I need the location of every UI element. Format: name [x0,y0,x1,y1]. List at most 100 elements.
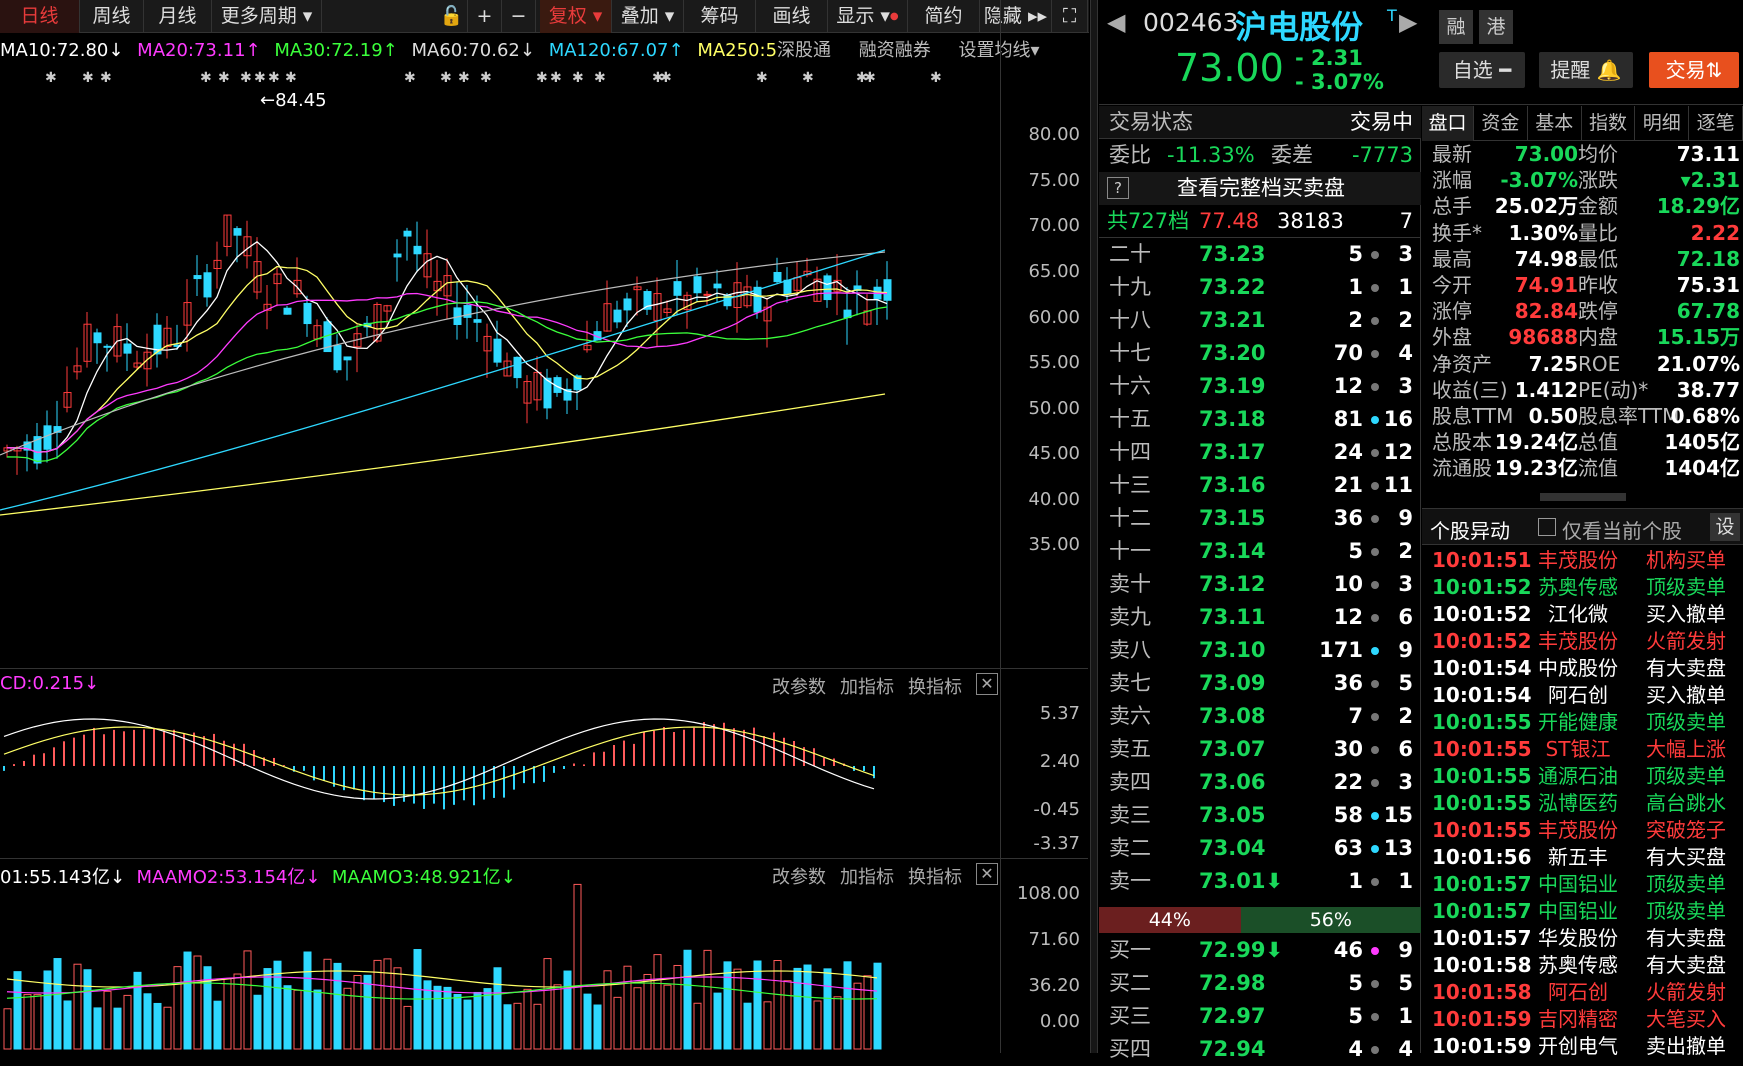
ask-row[interactable]: 卖八 73.10 171 9 [1099,634,1421,667]
scroll-handle[interactable] [1540,493,1626,501]
alert-row[interactable]: 10:01:52 江化微 买入撤单 [1422,601,1743,628]
overlay-dropdown[interactable]: 叠加 ▾ [612,0,684,33]
tab-1[interactable]: 资金 [1474,106,1528,141]
watchlist-button[interactable]: 自选 ━ [1439,52,1525,88]
hide-button[interactable]: 隐藏 ▸▸ [980,0,1052,33]
lock-icon[interactable]: 🔓 [436,0,468,33]
ask-row[interactable]: 十九 73.22 1 1 [1099,271,1421,304]
candle [633,276,642,316]
alert-row[interactable]: 10:01:57 华发股份 有大卖盘 [1422,925,1743,952]
alert-row[interactable]: 10:01:54 阿石创 买入撤单 [1422,682,1743,709]
hk-connect-link[interactable]: 深股通 [777,40,832,61]
alert-row[interactable]: 10:01:57 中国铝业 顶级卖单 [1422,871,1743,898]
ask-row[interactable]: 十四 73.17 24 12 [1099,436,1421,469]
alert-row[interactable]: 10:01:59 吉冈精密 大笔买入 [1422,1006,1743,1033]
alert-row[interactable]: 10:01:59 开创电气 卖出撤单 [1422,1033,1743,1060]
macd-change-params[interactable]: 改参数 [772,677,826,698]
alert-row[interactable]: 10:01:55 ST银江 大幅上涨 [1422,736,1743,763]
ask-row[interactable]: 卖四 73.06 22 3 [1099,766,1421,799]
alert-row[interactable]: 10:01:57 中国铝业 顶级卖单 [1422,898,1743,925]
macd-label: CD:0.215↓ [0,673,100,694]
alert-row[interactable]: 10:01:55 丰茂股份 突破笼子 [1422,817,1743,844]
alert-row[interactable]: 10:01:56 新五丰 有大买盘 [1422,844,1743,871]
tab-daily[interactable]: 日线 [0,0,80,33]
ask-row[interactable]: 十七 73.20 70 4 [1099,337,1421,370]
chips-button[interactable]: 筹码 [684,0,756,33]
ask-row[interactable]: 二十 73.23 5 3 [1099,238,1421,271]
ask-level-label: 卖七 [1109,671,1151,695]
quote-key: 量比 [1578,220,1618,245]
alert-row[interactable]: 10:01:55 通源石油 顶级卖单 [1422,763,1743,790]
draw-button[interactable]: 画线 [756,0,828,33]
zoom-in-button[interactable]: + [468,0,502,33]
ask-row[interactable]: 卖十 73.12 10 3 [1099,568,1421,601]
tab-weekly[interactable]: 周线 [80,0,144,33]
macd-switch-indicator[interactable]: 换指标 [908,677,962,698]
alert-row[interactable]: 10:01:51 丰茂股份 机构买单 [1422,547,1743,574]
ask-row[interactable]: 十三 73.16 21 11 [1099,469,1421,502]
alert-row[interactable]: 10:01:54 中成股份 有大卖盘 [1422,655,1743,682]
alert-button[interactable]: 提醒 🔔 [1539,52,1633,88]
alert-stock: 华发股份 [1538,926,1618,950]
ask-row[interactable]: 卖九 73.11 12 6 [1099,601,1421,634]
tab-4[interactable]: 明细 [1635,106,1690,141]
adjust-dropdown[interactable]: 复权 ▾ [540,0,612,33]
quote-value: 21.07% [1656,351,1740,376]
bid-row[interactable]: 买三 72.97 5 1 [1099,1000,1421,1033]
candlestick-chart[interactable]: ✱ ✱ ✱ ✱ ✱ ✱ ✱ ✱ ✱ ✱ ✱ ✱ ✱ ✱ ✱ ✱ ✱ ✱✱ ✱ ✱ ✱✱ ✱ [0,70,1000,668]
quote-value: 67.78 [1676,299,1740,324]
alerts-settings-button[interactable]: 设 [1710,513,1740,541]
vol-change-params[interactable]: 改参数 [772,867,826,888]
current-only-checkbox[interactable] [1538,518,1556,536]
bid-row[interactable]: 买四 72.94 4 4 [1099,1033,1421,1066]
tab-monthly[interactable]: 月线 [144,0,212,33]
alert-row[interactable]: 10:01:52 丰茂股份 火箭发射 [1422,628,1743,655]
alert-row[interactable]: 10:01:55 开能健康 顶级卖单 [1422,709,1743,736]
ask-row[interactable]: 卖一 73.01⬇ 1 1 [1099,865,1421,898]
tab-2[interactable]: 基本 [1528,106,1582,141]
alert-row[interactable]: 10:01:58 苏奥传感 有大卖盘 [1422,952,1743,979]
tab-5[interactable]: 逐笔 [1689,106,1743,141]
prev-stock-icon[interactable]: ◀ [1107,8,1126,36]
vol-add-indicator[interactable]: 加指标 [840,867,894,888]
ask-row[interactable]: 十八 73.21 2 2 [1099,304,1421,337]
ask-row[interactable]: 卖七 73.09 36 5 [1099,667,1421,700]
alert-row[interactable]: 10:01:55 泓博医药 高台跳水 [1422,790,1743,817]
ask-price: 73.10 [1199,638,1266,662]
bid-row[interactable]: 买二 72.98 5 5 [1099,967,1421,1000]
price-change-pct: - 3.07% [1295,70,1384,94]
ask-row[interactable]: 卖三 73.05 58 15 [1099,799,1421,832]
vol-switch-indicator[interactable]: 换指标 [908,867,962,888]
zoom-out-button[interactable]: − [502,0,536,33]
next-stock-icon[interactable]: ▶ [1399,8,1418,36]
simple-button[interactable]: 简约 [908,0,980,33]
more-periods-dropdown[interactable]: 更多周期 ▾ [212,0,322,33]
ask-row[interactable]: 十二 73.15 36 9 [1099,502,1421,535]
tab-0[interactable]: 盘口 [1422,106,1474,141]
alert-row[interactable]: 10:01:52 苏奥传感 顶级卖单 [1422,574,1743,601]
trade-button[interactable]: 交易⇅ [1649,52,1739,88]
ask-row[interactable]: 十五 73.18 81 16 [1099,403,1421,436]
ask-row[interactable]: 卖五 73.07 30 6 [1099,733,1421,766]
volume-bar [53,958,62,1050]
close-icon[interactable]: ✕ [976,673,998,695]
alert-row[interactable]: 10:01:58 阿石创 火箭发射 [1422,979,1743,1006]
panel-splitter[interactable] [1090,0,1098,1053]
ask-row[interactable]: 卖二 73.04 63 13 [1099,832,1421,865]
tab-3[interactable]: 指数 [1582,106,1636,141]
ma-settings-link[interactable]: 设置均线▾ [958,40,1040,61]
ask-level-label: 卖十 [1109,572,1151,596]
close-icon[interactable]: ✕ [976,863,998,885]
margin-link[interactable]: 融资融券 [858,40,931,61]
macd-add-indicator[interactable]: 加指标 [840,677,894,698]
ask-row[interactable]: 卖六 73.08 7 2 [1099,700,1421,733]
candle [403,227,412,261]
fullscreen-icon[interactable]: ⛶ [1052,0,1088,33]
full-book-link[interactable]: ? 查看完整档买卖盘 [1099,172,1421,205]
ask-row[interactable]: 十六 73.19 12 3 [1099,370,1421,403]
ask-price: 73.11 [1199,605,1266,629]
display-dropdown[interactable]: 显示 ▾● [828,0,908,33]
ask-row[interactable]: 十一 73.14 5 2 [1099,535,1421,568]
bid-row[interactable]: 买一 72.99⬇ 46 9 [1099,934,1421,967]
candle [293,257,302,298]
